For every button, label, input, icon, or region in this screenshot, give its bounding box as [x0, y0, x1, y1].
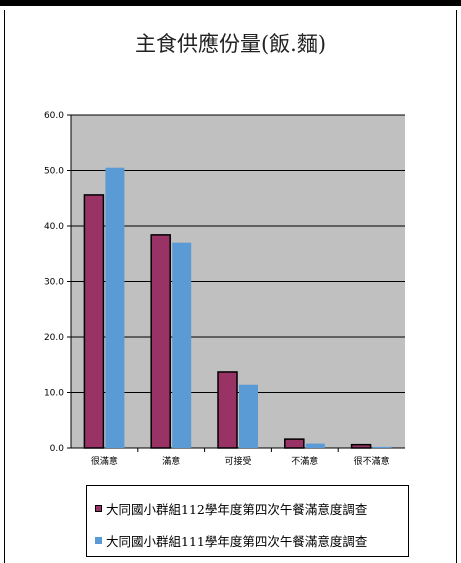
legend-label-112: 大同國小群組112學年度第四次午餐滿意度調查 [106, 502, 368, 517]
legend-swatch-111 [95, 537, 102, 544]
chart-title: 主食供應份量(飯.麵) [134, 32, 327, 56]
y-tick-label: 60.0 [44, 111, 64, 121]
bar-112 [284, 438, 305, 449]
x-tick-label: 滿意 [162, 455, 180, 467]
y-tick-label: 50.0 [44, 167, 64, 177]
bar-111 [105, 167, 125, 448]
bar-111 [172, 242, 192, 448]
x-tick-label: 不滿意 [291, 455, 318, 467]
chart-frame [4, 10, 457, 563]
legend-item-111: 大同國小群組111學年度第四次午餐滿意度調查 [95, 531, 367, 550]
x-tick-label: 可接受 [224, 455, 251, 467]
bar-111 [239, 384, 258, 448]
chart-legend: 大同國小群組112學年度第四次午餐滿意度調查 大同國小群組111學年度第四次午餐… [86, 485, 409, 557]
bar-112 [150, 234, 171, 449]
legend-item-112: 大同國小群組112學年度第四次午餐滿意度調查 [95, 499, 367, 518]
y-tick-label: 20.0 [44, 333, 64, 343]
top-border [0, 0, 461, 6]
y-tick-label: 30.0 [44, 278, 64, 288]
legend-label-111: 大同國小群組111學年度第四次午餐滿意度調查 [106, 534, 368, 549]
y-tick-label: 0.0 [50, 444, 65, 454]
x-tick-label: 很滿意 [91, 455, 118, 467]
bar-111 [305, 443, 325, 448]
bar-chart: 0.0 10.0 20.0 30.0 40.0 50.0 60.0 很滿意 滿意 可接受 不滿意 很不… [44, 111, 405, 467]
bar-111 [372, 446, 392, 448]
y-tick-label: 10.0 [44, 389, 64, 399]
x-tick-label: 很不滿意 [354, 455, 390, 467]
y-tick-label: 40.0 [44, 222, 64, 232]
legend-swatch-112 [95, 505, 102, 512]
bar-112 [350, 443, 372, 449]
bar-112 [83, 194, 105, 449]
bar-112 [217, 371, 238, 449]
